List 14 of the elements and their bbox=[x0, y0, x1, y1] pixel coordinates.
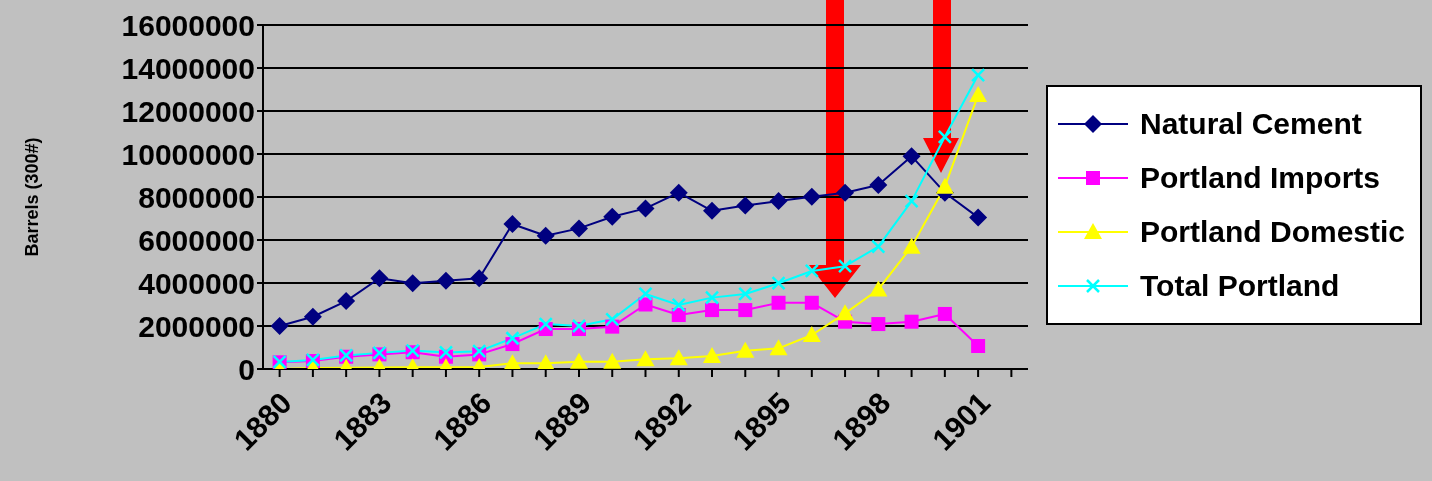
y-tick-label: 4000000 bbox=[138, 266, 255, 300]
legend-label: Total Portland bbox=[1140, 269, 1340, 303]
legend-label: Portland Imports bbox=[1140, 161, 1381, 195]
y-tick-label: 8000000 bbox=[138, 180, 255, 214]
legend-label: Portland Domestic bbox=[1140, 215, 1406, 249]
y-tick-label: 16000000 bbox=[121, 8, 255, 42]
y-tick-label: 14000000 bbox=[121, 51, 255, 85]
y-tick-label: 12000000 bbox=[121, 94, 255, 128]
y-tick-label: 10000000 bbox=[121, 137, 255, 171]
legend-label: Natural Cement bbox=[1140, 107, 1362, 141]
y-axis-title: Barrels (300#) bbox=[22, 137, 43, 257]
y-tick-label: 2000000 bbox=[138, 309, 255, 343]
y-tick-label: 6000000 bbox=[138, 223, 255, 257]
y-tick-label: 0 bbox=[238, 352, 255, 386]
